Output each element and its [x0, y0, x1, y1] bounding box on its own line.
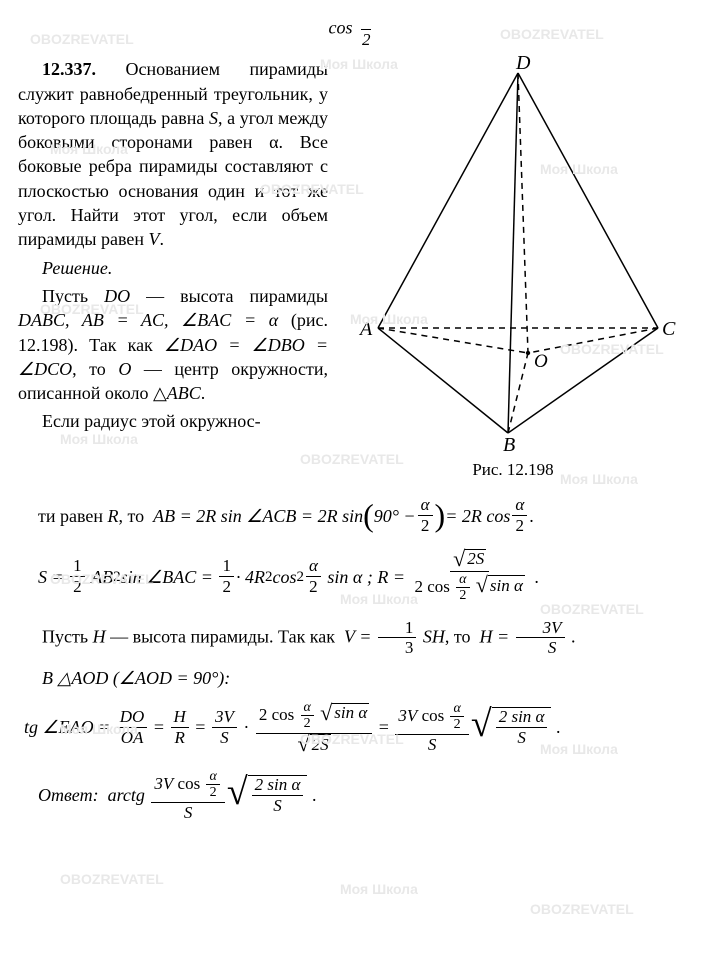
pyramid-diagram: D A C B O — [348, 53, 678, 453]
equation-3: Пусть H — высота пирамиды. Так как V = 1… — [18, 619, 686, 658]
equation-5: tg ∠EAO = DOOA = HR = 3VS · 2 cos α2 √si… — [24, 700, 686, 755]
equation-2: S = 12 AB2 sin ∠BAC = 12 · 4R2 cos2 α2 s… — [38, 549, 686, 604]
vertex-o: O — [534, 351, 548, 372]
problem-text-column: 12.337. Основанием пирами­ды служит равн… — [18, 53, 328, 482]
answer-line: Ответ: arctg 3V cos α2 S √ 2 sin αS . — [38, 769, 686, 822]
solution-label: Решение. — [18, 256, 328, 280]
vertex-d: D — [515, 53, 531, 74]
equation-1: ти равен R, то AB = 2R sin ∠ACB = 2R sin… — [38, 494, 686, 537]
equation-4: В △AOD (∠AOD = 90°): — [18, 666, 686, 690]
figure-column: D A C B O Рис. 12.198 — [340, 53, 686, 482]
figure-caption: Рис. 12.198 — [472, 459, 553, 482]
vertex-a: A — [358, 318, 373, 340]
vertex-c: C — [662, 318, 676, 340]
solution-p1: Пусть DO — высота пирами­ды DABC, AB = A… — [18, 284, 328, 405]
problem-number: 12.337. — [42, 59, 96, 79]
vertex-b: B — [503, 434, 515, 453]
header-fragment: cos 2 — [18, 10, 686, 49]
solution-p2: Если радиус этой окружнос­- — [18, 409, 328, 433]
